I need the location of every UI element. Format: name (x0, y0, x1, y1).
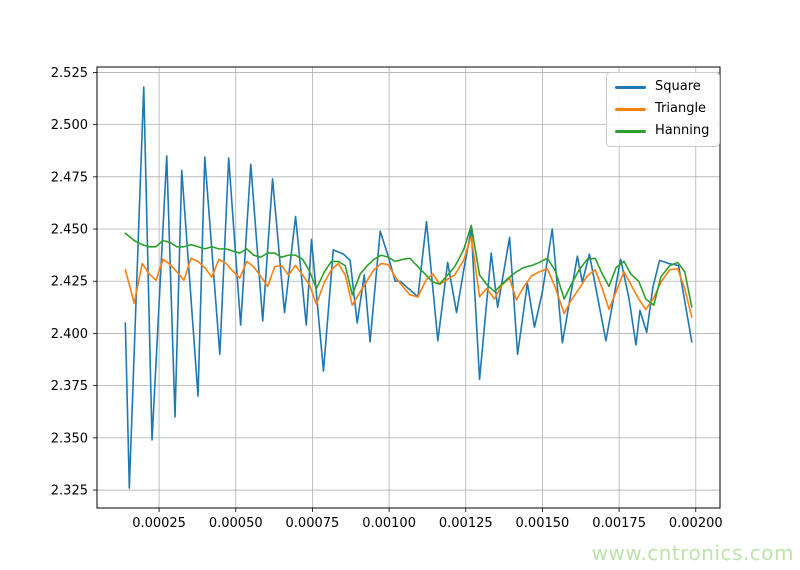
y-tick-label: 2.525 (51, 66, 88, 81)
y-tick-label: 2.475 (51, 170, 88, 185)
legend-entry-triangle: Triangle (615, 100, 709, 118)
legend-entry-square: Square (615, 78, 709, 96)
legend-line-swatch (615, 85, 646, 89)
y-tick-label: 2.450 (51, 223, 88, 238)
y-tick-label: 2.350 (51, 431, 88, 446)
x-tick-label: 0.00150 (516, 516, 570, 531)
legend-label: Square (655, 79, 701, 94)
series-line-hanning (124, 224, 693, 308)
y-tick-label: 2.425 (51, 275, 88, 290)
legend-label: Triangle (655, 101, 707, 116)
x-tick-label: 0.00025 (132, 516, 186, 531)
legend: Square Triangle Hanning (606, 72, 721, 147)
axes-frame (96, 66, 721, 509)
x-tick-label: 0.00050 (209, 516, 263, 531)
legend-line-swatch (615, 107, 646, 111)
legend-entry-hanning: Hanning (615, 122, 709, 140)
watermark: www.cntronics.com (591, 541, 794, 565)
y-tick-label: 2.400 (51, 327, 88, 342)
x-tick-label: 0.00125 (439, 516, 493, 531)
x-tick-label: 0.00200 (669, 516, 723, 531)
y-tick-label: 2.325 (51, 484, 88, 499)
x-tick-label: 0.00175 (592, 516, 646, 531)
legend-line-swatch (615, 129, 646, 133)
x-tick-label: 0.00075 (286, 516, 340, 531)
y-tick-label: 2.500 (51, 118, 88, 133)
y-tick-label: 2.375 (51, 379, 88, 394)
series-line-triangle (124, 235, 693, 318)
legend-label: Hanning (655, 123, 710, 138)
x-tick-label: 0.00100 (362, 516, 416, 531)
